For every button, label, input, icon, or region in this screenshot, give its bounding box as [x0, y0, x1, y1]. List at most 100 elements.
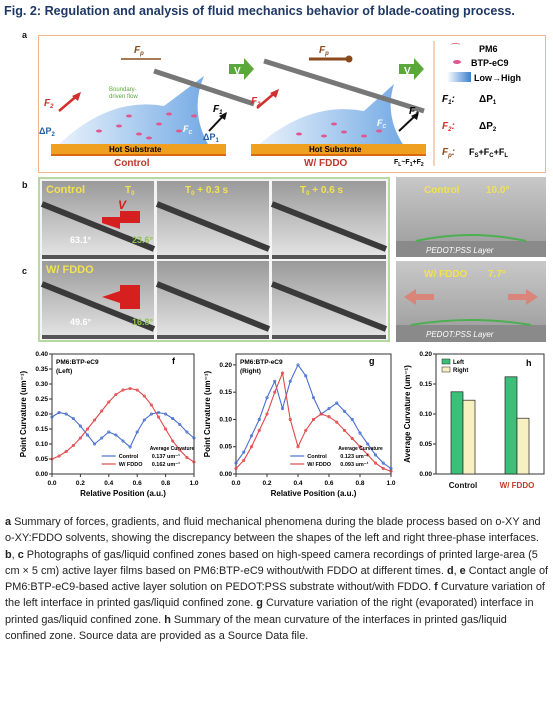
data-point: [71, 416, 75, 421]
svg-text:T0: T0: [125, 185, 135, 197]
data-point: [288, 417, 292, 422]
y-tick-label: 0.20: [219, 362, 232, 369]
svg-text:F1:: F1:: [442, 94, 455, 106]
y-tick-label: 0.05: [219, 444, 232, 451]
data-point: [156, 415, 161, 419]
y-tick-label: 0.05: [35, 456, 48, 463]
data-point: [358, 445, 362, 449]
droplet-d: [415, 234, 527, 242]
arrow-left-e: [404, 289, 434, 305]
caption-text-5: Curvature variation of the left interfac…: [5, 581, 545, 610]
x-tick-label: 0.6: [324, 480, 333, 487]
x-tick-label: 0.2: [76, 480, 85, 487]
svg-text:FS+FC+FL: FS+FC+FL: [469, 147, 508, 159]
y-tick-label: 0.25: [35, 396, 48, 403]
liquid-right: [257, 84, 404, 146]
legend-avg: 0.162 um⁻¹: [152, 461, 180, 468]
y-tick-label: 0.15: [35, 426, 48, 433]
panel-letter-b: b: [22, 180, 28, 190]
data-point: [114, 392, 118, 397]
chart-h: 0.00 0.05 0.10 0.15 0.20 Average Curvature (u…: [403, 351, 545, 490]
droplet-e: [410, 319, 532, 326]
data-point: [389, 469, 393, 473]
category-label: Control: [449, 481, 477, 490]
caption-bold-4: e: [459, 564, 466, 577]
chart-subtitle: (Left): [56, 368, 72, 375]
caption-text-7: Summary of the mean curvature of the int…: [5, 613, 507, 643]
data-point: [171, 416, 175, 421]
y-tick-label: 0.10: [35, 441, 48, 448]
data-point: [185, 455, 189, 460]
data-point: [135, 430, 139, 434]
data-point: [327, 415, 331, 419]
caption-bold-0: a: [5, 516, 12, 528]
legend-title: Average Curvature: [150, 446, 195, 452]
blade-right: [263, 58, 425, 114]
svg-text:FL~F1+F2: FL~F1+F2: [394, 159, 424, 168]
data-point: [107, 400, 111, 404]
svg-text:Fp: Fp: [319, 45, 329, 57]
panel-letter-a: a: [22, 30, 28, 40]
legend-avg: 0.093 um⁻¹: [340, 461, 368, 468]
data-point: [71, 443, 75, 448]
data-point: [296, 445, 300, 449]
legend-avg: 0.123 um⁻¹: [340, 453, 368, 460]
photo-b-2: [157, 181, 269, 259]
chart-title: PM6:BTP-eC9: [240, 359, 283, 366]
data-point: [135, 388, 139, 392]
svg-text:V: V: [234, 66, 241, 77]
v-arrow-right: [399, 58, 424, 80]
data-point: [249, 445, 254, 449]
data-point: [156, 410, 161, 415]
data-point: [171, 439, 175, 443]
panel-a-diagram: Fp F2 F1 FC V ΔP2 ΔP1 Boundary- driven f…: [39, 41, 521, 169]
substrate-right: [251, 144, 426, 154]
figure-title: Fig. 2: Regulation and analysis of fluid…: [4, 4, 515, 18]
caption-bold-3: d: [446, 564, 454, 577]
y-tick-label: 0.10: [419, 411, 432, 418]
svg-text:PEDOT:PSS Layer: PEDOT:PSS Layer: [426, 246, 494, 255]
caption-text-1: ,: [11, 548, 18, 561]
arrow-right-e: [508, 289, 538, 305]
data-point: [164, 412, 168, 416]
x-tick-label: 0.2: [262, 480, 271, 487]
svg-text:F2: F2: [251, 96, 261, 108]
svg-text:PEDOT:PSS Layer: PEDOT:PSS Layer: [426, 330, 494, 339]
data-point: [50, 415, 54, 419]
plot-frame: [235, 353, 392, 475]
series-line-0: [235, 363, 392, 469]
x-tick-label: 0.0: [231, 480, 240, 487]
data-point: [57, 454, 61, 458]
svg-text:7.7°: 7.7°: [488, 269, 506, 280]
data-point: [242, 450, 246, 454]
x-tick-label: 0.8: [161, 480, 170, 487]
y-tick-label: 0.40: [35, 351, 48, 358]
data-point: [335, 401, 339, 405]
legend-name: W/ FDDO: [119, 462, 144, 468]
data-point: [93, 418, 97, 422]
figure-caption: a Summary of forces, gradients, and flui…: [5, 514, 549, 644]
y-axis-label: Point Curvature (um⁻¹): [203, 370, 212, 457]
data-point: [50, 457, 54, 461]
data-point: [350, 436, 354, 441]
series-line-1: [235, 371, 392, 472]
svg-text:W/ FDDO: W/ FDDO: [424, 269, 468, 280]
svg-text:V: V: [118, 198, 127, 212]
svg-text:driven flow: driven flow: [109, 94, 138, 100]
data-point: [366, 442, 370, 446]
data-point: [142, 418, 146, 422]
svg-text:ΔP2: ΔP2: [39, 126, 55, 138]
chart-subtitle: (Right): [240, 368, 261, 375]
photo-c-2: [157, 261, 269, 339]
data-point: [304, 374, 308, 378]
data-point: [142, 394, 146, 398]
svg-text:Control: Control: [424, 185, 460, 196]
bar-1-0: [462, 399, 476, 475]
caption-text-4: Contact angle of PM6:BTP-eC9-based activ…: [5, 564, 549, 594]
panel-a-legend: ⁀ PM6 BTP-eC9 Low→High F1: ΔP1 F2: ΔP2 F…: [433, 41, 521, 166]
data-point: [149, 403, 153, 407]
data-point: [249, 434, 254, 438]
data-point: [381, 461, 385, 465]
data-point: [192, 460, 196, 464]
svg-text:F1: F1: [213, 104, 223, 116]
